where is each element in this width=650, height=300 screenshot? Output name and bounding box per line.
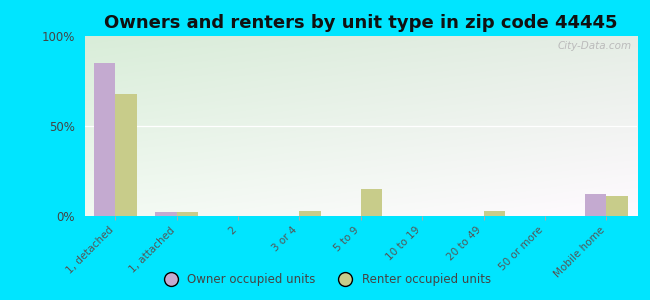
Bar	[606, 196, 628, 216]
Bar	[585, 194, 606, 216]
Bar	[115, 94, 136, 216]
Bar	[155, 212, 177, 216]
Bar	[177, 212, 198, 216]
Bar	[300, 211, 321, 216]
Bar	[361, 189, 382, 216]
Text: City-Data.com: City-Data.com	[557, 41, 632, 51]
Title: Owners and renters by unit type in zip code 44445: Owners and renters by unit type in zip c…	[104, 14, 618, 32]
Bar	[484, 211, 505, 216]
Bar	[94, 63, 115, 216]
Legend: Owner occupied units, Renter occupied units: Owner occupied units, Renter occupied un…	[154, 269, 496, 291]
